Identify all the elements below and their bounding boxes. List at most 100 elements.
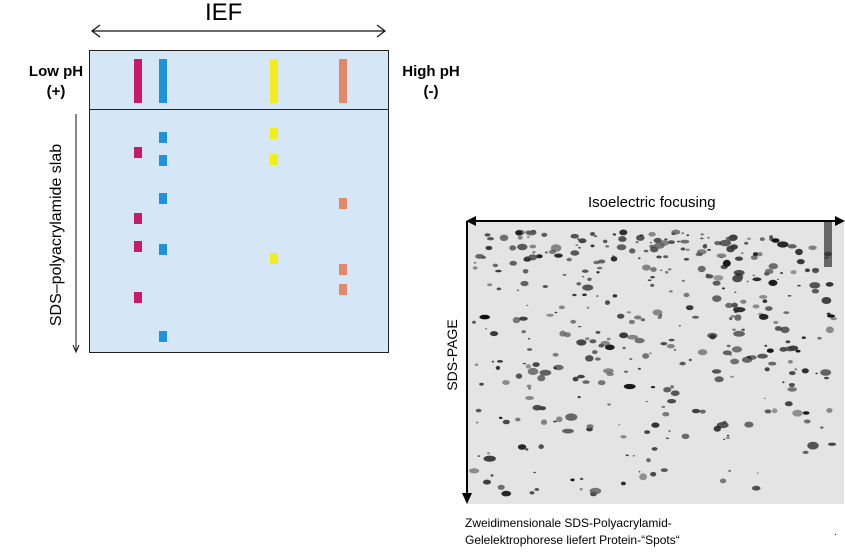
gel-spot [804, 268, 810, 273]
gel-spot [660, 342, 668, 346]
gel-spot [484, 233, 491, 237]
gel-spot [581, 269, 589, 273]
gel-spot [572, 293, 577, 297]
gel-spot [526, 384, 532, 388]
gel-spot [616, 244, 627, 251]
gel-spot [509, 260, 517, 266]
gel-spot [662, 412, 670, 417]
gel-spot [709, 334, 716, 340]
gel-spot [552, 420, 558, 423]
gel-spot [757, 252, 763, 257]
gel-spot [585, 355, 594, 362]
gel-spot [642, 353, 650, 359]
gel-spot [669, 290, 673, 293]
gel-spot [538, 444, 544, 450]
gel-spot [521, 330, 526, 334]
gel-spot [680, 247, 686, 251]
gel-spot [762, 299, 768, 304]
gel-spot [611, 255, 615, 257]
gel-spot [529, 491, 535, 495]
gel-spot [801, 336, 806, 339]
gel-spot [647, 279, 652, 281]
gel-spot [566, 257, 572, 262]
gel-spot [667, 268, 672, 271]
gel-spot [809, 282, 821, 289]
gel-spot [820, 369, 832, 376]
gel-spot [765, 306, 773, 311]
gel-spot [686, 234, 690, 237]
gel-spot [660, 468, 668, 472]
gel-spot [592, 350, 598, 355]
gel-spot [788, 383, 795, 387]
gel-spot [534, 488, 540, 491]
gel-spot [667, 240, 675, 244]
gel-spot [629, 358, 633, 360]
gel-spot [474, 363, 479, 366]
gel-spot [481, 256, 486, 259]
gel-spot [479, 314, 490, 320]
gel-spot [653, 237, 662, 244]
gel-spot [640, 318, 646, 322]
gel-spot [620, 435, 627, 439]
gel-spot [776, 278, 779, 280]
gel-spot [801, 368, 809, 374]
gel-spot [741, 328, 745, 331]
gel-spot [825, 326, 834, 334]
gel-caption: Zweidimensionale SDS-Polyacrylamid- Gele… [465, 515, 680, 549]
gel-spot [490, 474, 494, 477]
gel-spot [541, 232, 548, 237]
gel-spot [651, 422, 660, 428]
gel-spot [638, 470, 641, 473]
gel-spot [603, 239, 608, 244]
gel-spot [746, 280, 749, 283]
gel-spot [575, 244, 579, 246]
gel-spot [628, 319, 635, 325]
gel-spot [516, 289, 519, 292]
gel-spot [661, 405, 666, 408]
protein-spot [134, 147, 142, 158]
gel-spot [527, 348, 533, 351]
gel-spot [713, 275, 724, 281]
gel-spot [610, 256, 618, 262]
gel-spot [719, 478, 727, 484]
gel-spot [623, 383, 636, 390]
gel-spot [612, 233, 617, 236]
gel-spot [732, 328, 736, 331]
gel-spot [733, 330, 745, 337]
gel-spot [663, 255, 669, 259]
gel-spot [554, 311, 558, 314]
gel-spot [681, 433, 690, 439]
gel-spot [520, 280, 529, 287]
isoelectric-focusing-label: Isoelectric focusing [588, 194, 716, 211]
gel-spot [744, 421, 754, 428]
gel-spot [518, 316, 528, 321]
gel-spot [526, 304, 529, 307]
gel-spot [681, 232, 684, 235]
gel-spot [475, 408, 482, 413]
gel-spot [540, 419, 548, 425]
gel-spot [787, 359, 793, 364]
gel-spot [525, 448, 529, 451]
gel-spot [517, 235, 523, 240]
gel-spot [576, 339, 587, 346]
gel-spot [803, 419, 811, 424]
gel-spot [807, 441, 819, 450]
gel-spot [826, 408, 833, 413]
protein-spot [159, 155, 167, 166]
protein-spot [270, 253, 278, 264]
gel-spot [636, 234, 645, 241]
high-ph-label: High pH (-) [393, 62, 469, 102]
gel-spot [497, 360, 503, 363]
gel-spot [668, 338, 675, 342]
gel-spot [618, 424, 621, 426]
gel-spot [597, 266, 603, 270]
gel-spot [651, 447, 658, 451]
gel-spot [579, 488, 583, 491]
gel-spot [525, 396, 534, 400]
gel-spot [663, 387, 672, 393]
gel-spot [787, 295, 792, 297]
gel-spot [586, 424, 594, 429]
gel-spot [589, 232, 596, 236]
